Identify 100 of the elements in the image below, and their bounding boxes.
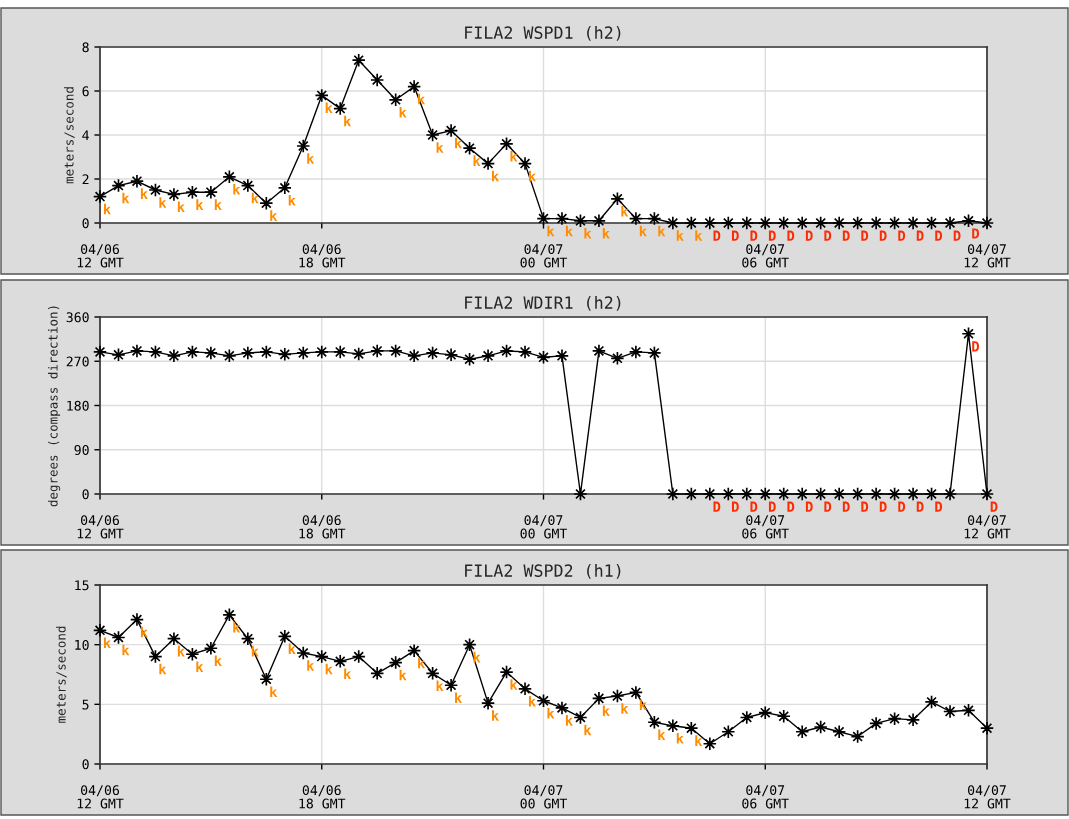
annotation: k — [399, 106, 407, 118]
annotation: D — [898, 501, 906, 512]
point — [517, 344, 533, 359]
annotation: k — [695, 735, 703, 746]
point — [444, 347, 459, 362]
annotation: k — [418, 657, 426, 669]
annotation: k — [177, 201, 185, 213]
point — [758, 215, 773, 231]
point — [942, 486, 958, 502]
y-tick-label: 10 — [75, 639, 89, 650]
annotation: D — [953, 230, 961, 241]
annotation: k — [621, 205, 629, 217]
x-tick-label: 04/06 12 GMT — [77, 244, 124, 268]
annotation: k — [270, 210, 278, 221]
point — [758, 486, 773, 502]
annotation: k — [214, 199, 222, 210]
point — [628, 344, 643, 359]
point — [869, 215, 884, 231]
point — [905, 712, 921, 727]
annotation: k — [547, 225, 555, 237]
y-tick-label: 0 — [82, 759, 89, 770]
annotation: k — [288, 194, 296, 206]
annotation: k — [584, 724, 592, 736]
point — [832, 724, 847, 739]
annotation: k — [288, 643, 296, 655]
annotation: D — [824, 501, 832, 512]
x-tick-label: 04/07 06 GMT — [742, 515, 789, 539]
point — [444, 678, 459, 693]
annotation: k — [455, 692, 462, 703]
point — [333, 344, 348, 359]
annotation: k — [528, 170, 536, 182]
annotation: k — [492, 170, 499, 182]
point — [370, 343, 385, 359]
annotation: D — [935, 501, 943, 512]
x-tick-label: 04/07 06 GMT — [742, 244, 789, 268]
point — [979, 215, 995, 231]
point — [166, 348, 182, 363]
annotation: D — [768, 230, 776, 241]
annotation: k — [122, 644, 130, 656]
y-tick-label: 180 — [67, 400, 89, 411]
annotation: k — [639, 225, 647, 237]
annotation: D — [842, 230, 850, 241]
x-tick-label: 04/07 00 GMT — [520, 785, 568, 809]
annotation: D — [787, 230, 795, 241]
annotation: k — [676, 230, 684, 241]
point — [351, 53, 366, 68]
annotation: k — [695, 230, 703, 241]
annotation: D — [916, 501, 924, 512]
point — [277, 180, 292, 195]
annotation: k — [344, 668, 352, 680]
point — [702, 736, 717, 751]
annotation: k — [676, 732, 684, 744]
x-tick-label: 04/06 18 GMT — [299, 785, 346, 809]
annotation: k — [233, 622, 241, 633]
point — [832, 486, 847, 502]
point — [314, 344, 329, 359]
annotation: k — [325, 102, 333, 114]
point — [240, 345, 255, 360]
point — [296, 345, 311, 360]
annotation: k — [510, 150, 518, 162]
y-tick-label: 360 — [66, 312, 89, 323]
annotation: k — [122, 192, 130, 204]
point — [407, 348, 422, 363]
point — [259, 196, 274, 211]
annotation: D — [898, 230, 906, 241]
annotation: D — [879, 501, 887, 512]
x-tick-label: 04/06 18 GMT — [299, 244, 346, 268]
annotation: D — [713, 501, 721, 512]
x-tick-label: 04/07 12 GMT — [964, 785, 1011, 809]
y-axis-title: meters/second — [56, 626, 67, 723]
annotation: k — [621, 703, 629, 714]
annotation: k — [658, 225, 666, 237]
point — [480, 348, 496, 363]
annotation: D — [861, 230, 869, 241]
annotation: k — [344, 115, 352, 127]
point — [240, 631, 255, 646]
x-tick-label: 04/07 00 GMT — [520, 515, 568, 539]
annotation: k — [103, 637, 111, 649]
chart-title: FILA2 WDIR1 (h2) — [465, 296, 621, 311]
annotation: D — [768, 501, 776, 512]
annotation: k — [436, 680, 444, 692]
annotation: k — [602, 227, 610, 239]
point — [92, 344, 108, 359]
point — [665, 215, 680, 231]
point — [869, 486, 884, 502]
point — [388, 92, 403, 107]
chart-title: FILA2 WSPD2 (h1) — [465, 564, 621, 579]
annotation: D — [713, 230, 721, 241]
point — [979, 486, 995, 502]
annotation: k — [270, 686, 278, 697]
annotation: k — [473, 155, 481, 166]
annotation: k — [399, 669, 407, 681]
annotation: k — [196, 199, 204, 210]
x-tick-label: 04/07 12 GMT — [964, 244, 1011, 268]
point — [517, 681, 533, 696]
x-tick-label: 04/06 12 GMT — [77, 785, 124, 809]
y-tick-label: 0 — [82, 489, 89, 500]
point — [905, 215, 921, 231]
point — [203, 641, 218, 656]
annotation: k — [159, 197, 167, 208]
